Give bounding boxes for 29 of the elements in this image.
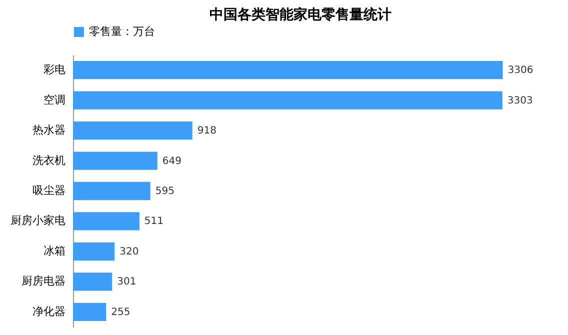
y-tick-label: 厨房电器 xyxy=(22,274,66,288)
chart-title: 中国各类智能家电零售量统计 xyxy=(210,6,392,23)
data-label: 918 xyxy=(197,126,216,137)
data-label: 320 xyxy=(120,246,139,258)
data-label: 595 xyxy=(155,186,174,197)
data-label: 649 xyxy=(162,156,182,167)
y-tick-label: 空调 xyxy=(44,93,66,106)
y-tick-label: 洗衣机 xyxy=(32,154,66,167)
bar xyxy=(73,91,502,110)
y-tick-label: 净化器 xyxy=(32,304,66,318)
bar xyxy=(73,212,140,230)
y-tick-label: 冰箱 xyxy=(44,244,66,258)
bar xyxy=(73,121,192,140)
data-label: 301 xyxy=(117,276,136,288)
bar xyxy=(73,242,115,261)
y-tick-label: 彩电 xyxy=(44,63,66,76)
y-tick-label: 厨房小家电 xyxy=(10,214,66,228)
data-label: 511 xyxy=(144,216,164,228)
bar xyxy=(73,61,503,80)
data-label: 3303 xyxy=(507,95,533,106)
bar xyxy=(73,272,112,291)
bar xyxy=(73,302,106,321)
data-label: 3306 xyxy=(508,65,534,76)
bar xyxy=(73,182,150,200)
data-label: 255 xyxy=(111,306,130,318)
y-tick-label: 热水器 xyxy=(32,124,66,137)
bar xyxy=(73,152,158,170)
legend-label: 零售量：万台 xyxy=(89,25,155,38)
y-tick-label: 吸尘器 xyxy=(32,184,66,197)
